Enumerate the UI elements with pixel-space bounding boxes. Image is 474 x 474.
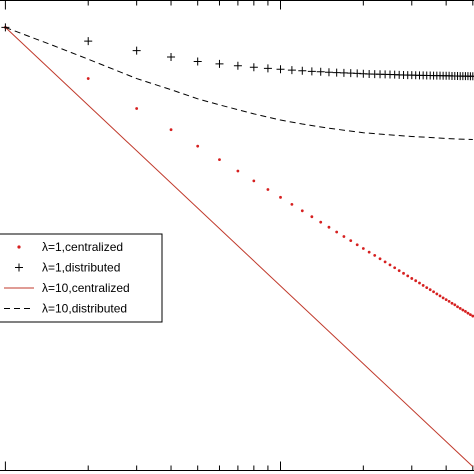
data-point [432,290,435,294]
data-point [84,37,93,46]
data-point [441,296,445,300]
data-point [167,52,176,61]
legend-label: λ=10,centralized [42,281,130,295]
data-point [428,288,432,292]
data-point [435,292,439,296]
data-point [310,215,314,219]
data-point [361,247,365,250]
data-point [300,209,304,213]
data-point [378,257,382,261]
data-point [349,239,353,243]
data-point [456,305,459,309]
data-point [418,281,421,285]
data-point [421,284,425,287]
data-point [196,144,200,148]
data-point [367,250,371,254]
data-point [316,67,325,76]
data-point [86,77,90,80]
data-point [279,195,282,199]
data-point [444,298,448,302]
data-point [276,65,285,74]
data-point [215,59,224,68]
series-lambda-1-centralized [3,26,474,318]
data-point [327,225,331,229]
data-point [332,68,341,77]
series-lambda-10-centralized [5,27,474,467]
data-point [406,274,410,278]
legend-label: λ=1,distributed [42,261,120,275]
data-point [263,64,272,73]
series-lambda-1-distributed [1,23,474,81]
data-point [471,314,474,318]
data-point [466,311,470,315]
series-line [5,27,474,467]
data-point [453,303,457,307]
data-point [324,68,333,77]
data-point [373,254,377,257]
legend-swatch [17,245,21,249]
data-point [218,158,221,162]
data-point [410,277,414,280]
data-point [307,67,316,76]
data-point [249,63,258,72]
legend-item: λ=10,distributed [4,302,127,316]
legend: λ=1,centralized λ=1,distributed λ=10,centr… [0,233,163,323]
data-point [335,230,339,234]
data-point [425,286,429,290]
data-point [233,61,242,70]
data-point [193,57,202,66]
data-point [287,66,296,75]
data-point [447,300,451,303]
data-point [461,308,465,312]
data-point [355,243,359,247]
data-point [464,310,467,313]
data-point [438,294,442,298]
data-point [252,179,256,183]
data-point [393,266,397,270]
data-point [236,169,240,173]
data-point [450,301,454,305]
data-point [388,263,392,267]
legend-swatch [15,263,23,272]
data-point [468,313,472,317]
series-line [5,26,473,140]
data-point [135,107,139,110]
data-point [414,279,418,283]
legend-item: λ=1,distributed [15,261,120,275]
data-point [342,235,346,238]
data-point [383,260,387,264]
data-point [458,306,462,310]
data-point [266,188,270,191]
series-layer [1,23,474,467]
legend-item: λ=1,centralized [17,240,123,254]
data-point [339,68,348,77]
series-lambda-10-distributed [5,26,473,140]
legend-label: λ=1,centralized [42,240,123,254]
legend-label: λ=10,distributed [42,302,127,316]
data-point [290,202,294,206]
legend-box [0,233,163,323]
legend-item: λ=10,centralized [4,281,130,295]
data-point [402,271,405,275]
data-point [397,269,401,273]
data-point [468,72,474,81]
data-point [169,128,173,132]
data-point [319,220,323,224]
data-point [132,46,141,55]
data-point [298,66,307,75]
